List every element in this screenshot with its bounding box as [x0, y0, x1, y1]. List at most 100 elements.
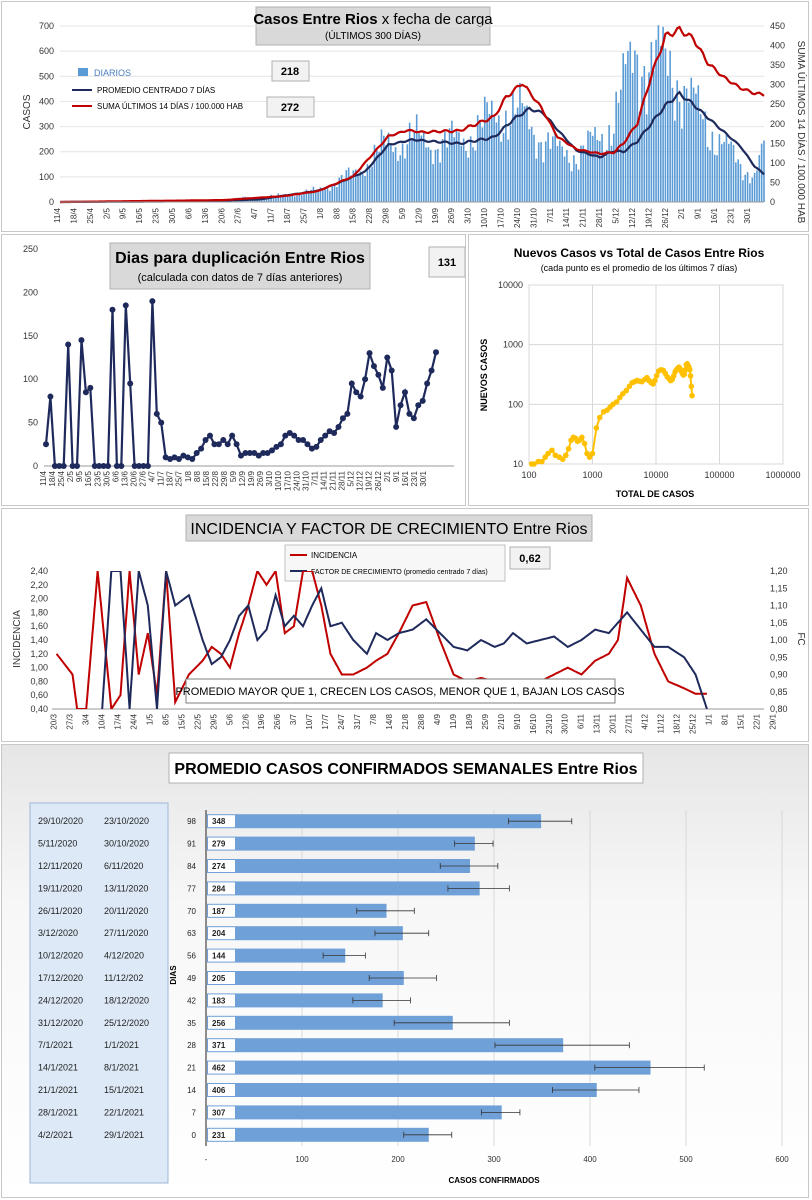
- bar-diarios: [582, 145, 585, 202]
- x-tick-label: 10/10: [480, 207, 489, 228]
- x-tick-label: 300: [487, 1155, 501, 1164]
- chart-duplicacion: Dias para duplicación Entre Rios (calcul…: [23, 242, 465, 491]
- x-tick-label: 5/12: [347, 470, 356, 486]
- x-tick-label: 9/5: [119, 207, 128, 219]
- bar-diarios: [699, 114, 702, 202]
- legend-suma: SUMA ÚLTIMOS 14 DÍAS / 100.000 HAB: [97, 102, 243, 111]
- bar-diarios: [648, 72, 650, 202]
- x-tick-label: 26/12: [661, 207, 670, 228]
- line-factor-crecimiento: [101, 571, 708, 709]
- x-tick-label: 18/12: [673, 713, 682, 734]
- bar-diarios: [624, 64, 627, 202]
- data-point: [653, 373, 660, 379]
- bar: [207, 903, 387, 918]
- badge-diarios: 218: [281, 66, 299, 78]
- x-tick-label: 2/10: [497, 713, 506, 729]
- bar-diarios: [709, 150, 711, 202]
- bar-diarios: [519, 82, 521, 202]
- data-point: [242, 449, 249, 456]
- bar-diarios: [662, 26, 664, 202]
- bar-diarios: [387, 132, 390, 202]
- x-tick-label: 20/11: [609, 713, 618, 733]
- x-axis-label: TOTAL DE CASOS: [616, 489, 695, 499]
- chart-subtitle: (calculada con datos de 7 días anteriore…: [138, 272, 343, 284]
- bar-diarios: [528, 129, 531, 202]
- x-tick-label: 11/7: [157, 470, 166, 486]
- bar-diarios: [512, 91, 514, 202]
- bar-value-label: 205: [212, 974, 226, 983]
- data-point: [623, 387, 630, 394]
- x-tick-label: 600: [775, 1155, 789, 1164]
- bar-diarios: [378, 151, 380, 202]
- data-point: [100, 463, 107, 469]
- bar-diarios: [331, 186, 334, 202]
- bar-diarios: [364, 175, 366, 202]
- bar: [207, 814, 542, 829]
- bar-diarios: [533, 134, 535, 202]
- x-tick-label: 15/1: [736, 713, 745, 729]
- x-tick-label: 100: [295, 1155, 309, 1164]
- bar-diarios: [314, 190, 317, 202]
- x-tick-label: 13/6: [120, 470, 129, 486]
- bar-diarios: [392, 152, 395, 202]
- bar-diarios: [298, 193, 301, 202]
- date-start: 22/1/2021: [104, 1107, 144, 1117]
- bar-diarios: [723, 141, 725, 202]
- x-tick-label: 30/5: [102, 470, 111, 486]
- days-label: 77: [187, 884, 196, 893]
- x-tick-label: 8/8: [332, 207, 341, 219]
- bar-diarios: [725, 133, 728, 202]
- days-label: 56: [187, 952, 196, 961]
- data-point: [304, 441, 311, 448]
- y-tick-label: 1,40: [30, 635, 48, 645]
- bar-diarios: [730, 141, 732, 202]
- x-tick-label: 19/9: [247, 470, 256, 486]
- date-start: 1/1/2021: [104, 1040, 139, 1050]
- data-point: [144, 463, 151, 469]
- bar-diarios: [317, 190, 319, 202]
- bar-value-label: 284: [212, 884, 226, 893]
- line-suma: [60, 25, 765, 204]
- bar-diarios: [455, 129, 458, 202]
- x-tick-label: 28/8: [417, 713, 426, 729]
- x-tick-label: 12/12: [628, 207, 637, 228]
- data-point: [291, 432, 298, 439]
- bar-diarios: [488, 114, 491, 202]
- x-tick-label: 19/6: [257, 713, 266, 729]
- panel-incidencia: INCIDENCIA Y FACTOR DE CRECIMIENTO Entre…: [1, 508, 809, 742]
- x-tick-label: 20/3: [50, 713, 59, 729]
- data-point: [545, 450, 551, 457]
- x-tick-label: 15/5: [177, 713, 186, 729]
- data-point: [238, 452, 244, 459]
- x-tick-label: 10/7: [305, 713, 314, 729]
- bar-label-bg: [208, 837, 235, 850]
- dates-table: [29, 802, 169, 1184]
- date-end: 5/11/2020: [38, 839, 77, 849]
- bar-diarios: [322, 190, 324, 202]
- x-tick-label: 8/8: [193, 470, 202, 482]
- bar-diarios: [617, 102, 620, 202]
- data-point: [581, 440, 588, 447]
- bar-diarios: [681, 128, 683, 202]
- data-point: [317, 436, 324, 443]
- bar-value-label: 256: [212, 1019, 226, 1028]
- bar-diarios: [469, 136, 472, 202]
- bar-diarios: [509, 125, 512, 202]
- legend-swatch-diarios: [78, 68, 88, 76]
- bar-diarios: [636, 54, 639, 202]
- bar-diarios: [357, 176, 359, 202]
- y-tick-label: 100: [39, 172, 54, 182]
- data-point: [322, 432, 329, 439]
- bar-diarios: [338, 177, 341, 202]
- x-tick-label: 23/10: [545, 713, 554, 734]
- bar-diarios: [544, 141, 547, 202]
- bar-diarios: [601, 133, 603, 202]
- y2-tick-label: 0,90: [770, 670, 788, 680]
- bar-diarios: [472, 147, 474, 202]
- date-end: 21/1/2021: [38, 1085, 78, 1095]
- bar-diarios: [300, 195, 303, 202]
- data-point: [313, 443, 320, 450]
- days-label: 35: [187, 1019, 196, 1028]
- bar-diarios: [556, 145, 559, 202]
- data-point: [286, 430, 293, 437]
